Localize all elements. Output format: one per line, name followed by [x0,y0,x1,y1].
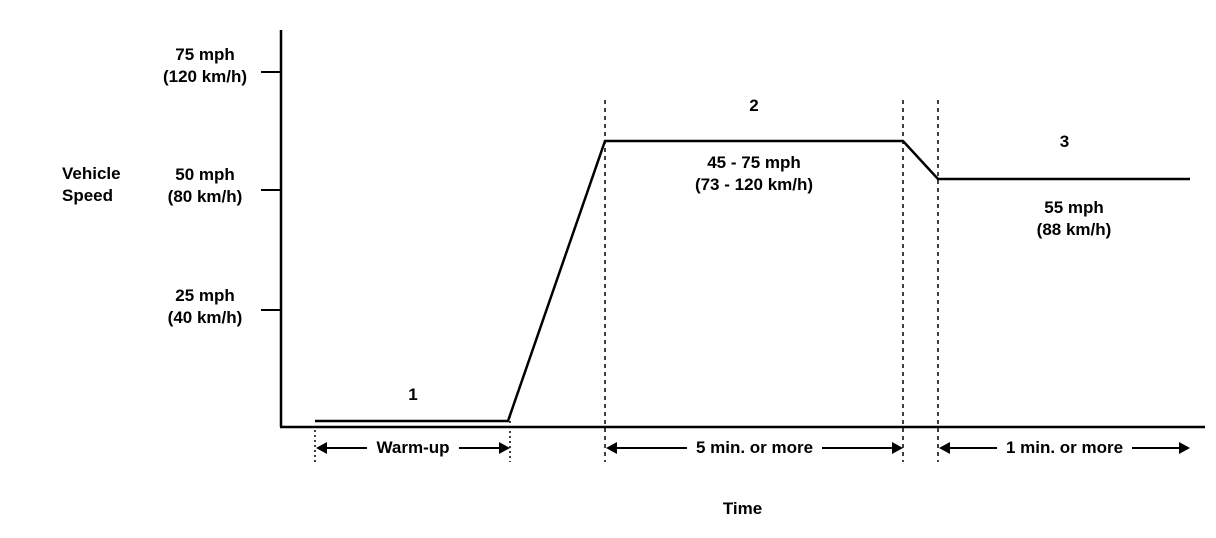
phase-2-number: 2 [749,96,759,115]
phase-1-duration-label: Warm-up [376,438,450,457]
arrowhead-right-icon [1179,442,1191,454]
phase-3-number: 3 [1059,132,1070,151]
x-axis-title: Time [722,499,763,518]
phase-2-speed-kmh: (73 - 120 km/h) [694,175,814,194]
arrow-line [458,447,499,449]
arrowhead-right-icon [499,442,510,454]
phase-2-speed-annotation: 45 - 75 mph (73 - 120 km/h) [605,152,903,196]
y-tick-label-25-kmh: (40 km/h) [167,308,243,327]
speed-profile-curve [315,139,1190,423]
y-axis-title-line2: Speed [62,186,114,205]
y-tick-label-25: 25 mph (40 km/h) [140,285,270,329]
y-tick-label-50: 50 mph (80 km/h) [140,164,270,208]
warmup-duration-arrow: Warm-up [316,438,510,458]
arrow-line [1132,447,1180,449]
phase-2-speed-mph: 45 - 75 mph [707,153,801,172]
phase-2-duration-label: 5 min. or more [695,438,814,457]
arrow-line [327,447,368,449]
phase-3-duration-arrow: 1 min. or more [939,438,1191,458]
phase-2-duration-arrow: 5 min. or more [606,438,904,458]
phase-1-number: 1 [408,385,418,404]
y-tick-label-50-mph: 50 mph [175,165,235,184]
arrowhead-left-icon [939,442,950,454]
phase-3-duration-label: 1 min. or more [1005,438,1124,457]
arrow-line [617,447,687,449]
phase-3-speed-mph: 55 mph [1044,198,1104,217]
phase-3-speed-annotation: 55 mph (88 km/h) [939,197,1209,241]
y-axis-title: Vehicle Speed [62,163,121,207]
phase-3-speed-kmh: (88 km/h) [1036,220,1112,239]
arrowhead-right-icon [892,442,904,454]
arrow-line [822,447,893,449]
y-tick-label-75-kmh: (120 km/h) [162,67,248,86]
y-tick-label-75-mph: 75 mph [175,45,235,64]
y-axis-title-line1: Vehicle [62,164,121,183]
y-tick-label-25-mph: 25 mph [175,286,235,305]
arrow-line [950,447,997,449]
y-tick-label-75: 75 mph (120 km/h) [140,44,270,88]
arrowhead-left-icon [316,442,327,454]
y-tick-label-50-kmh: (80 km/h) [167,187,243,206]
arrowhead-left-icon [606,442,617,454]
